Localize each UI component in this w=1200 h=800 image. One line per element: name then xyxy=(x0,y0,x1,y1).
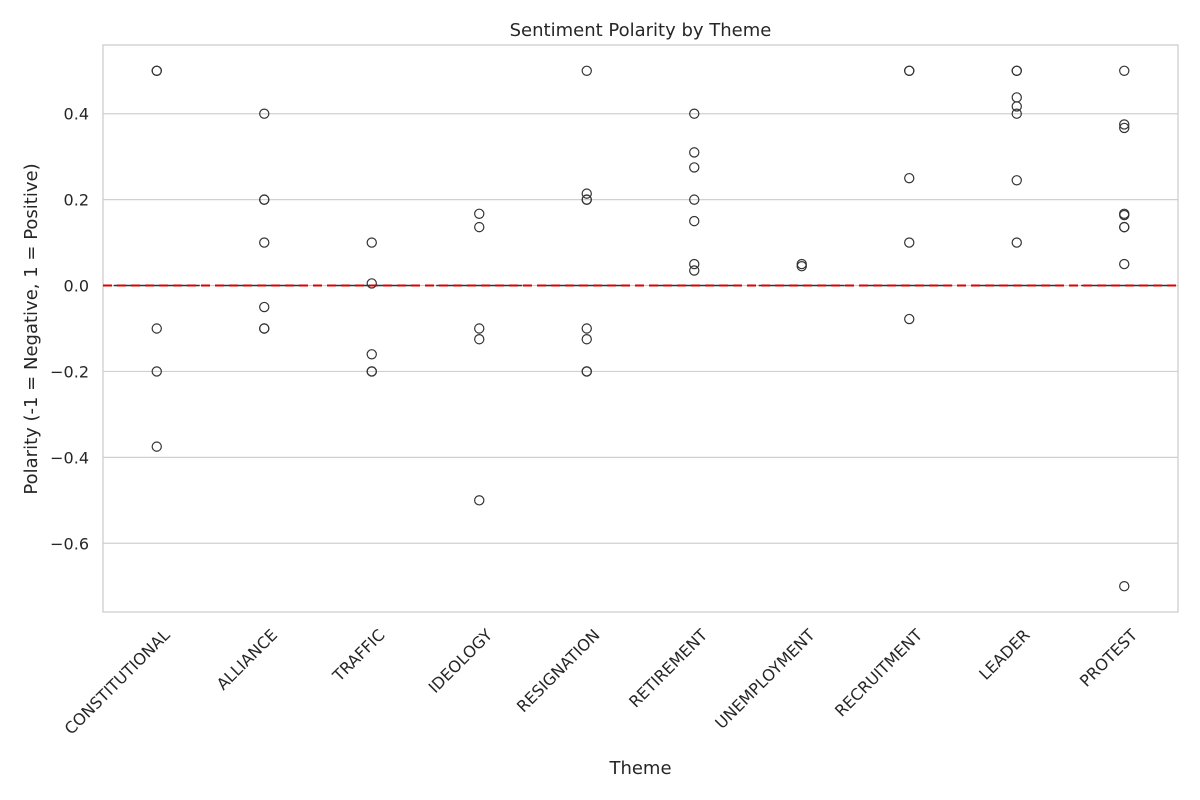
y-tick-label: 0.4 xyxy=(64,105,89,124)
x-tick-label: LEADER xyxy=(975,625,1033,683)
outlier-point xyxy=(474,495,485,506)
outlier-point xyxy=(581,194,592,205)
chart-title: Sentiment Polarity by Theme xyxy=(510,20,772,41)
x-tick-label: ALLIANCE xyxy=(213,625,281,693)
y-tick-label: 0.0 xyxy=(64,277,89,296)
gridlines xyxy=(103,113,1178,544)
y-axis-label: Polarity (-1 = Negative, 1 = Positive) xyxy=(21,163,42,494)
outlier-point xyxy=(1119,581,1130,592)
outlier-points xyxy=(151,65,1130,592)
outlier-point xyxy=(581,65,592,76)
x-tick-label: IDEOLOGY xyxy=(425,625,497,697)
outlier-point xyxy=(689,258,700,270)
outlier-point xyxy=(366,237,377,248)
outlier-point xyxy=(474,221,485,233)
outlier-point xyxy=(689,194,700,205)
outlier-point xyxy=(259,301,270,313)
outlier-point xyxy=(1011,237,1022,248)
outlier-point xyxy=(259,108,270,119)
y-tick-label: −0.4 xyxy=(50,448,89,467)
outlier-point xyxy=(581,188,592,199)
outlier-point xyxy=(1011,92,1022,103)
y-tick-labels: −0.6 −0.4 −0.2 0.0 0.2 0.4 xyxy=(50,105,89,554)
y-tick-label: −0.2 xyxy=(50,362,89,381)
outlier-point xyxy=(1119,122,1130,134)
outlier-point xyxy=(474,208,485,220)
outlier-point xyxy=(1011,108,1022,119)
outlier-point xyxy=(259,323,270,334)
outlier-point xyxy=(151,323,162,334)
outlier-point xyxy=(689,147,700,158)
outlier-point xyxy=(1011,65,1022,76)
y-tick-label: 0.2 xyxy=(64,191,89,210)
outlier-point xyxy=(366,366,377,377)
outlier-point xyxy=(689,265,700,276)
x-tick-labels: CONSTITUTIONAL ALLIANCE TRAFFIC IDEOLOGY RES… xyxy=(61,625,1142,738)
outlier-point xyxy=(904,172,915,184)
outlier-point xyxy=(259,194,270,205)
outlier-point xyxy=(689,108,700,119)
outlier-point xyxy=(689,215,700,227)
outlier-point xyxy=(1119,258,1130,270)
x-tick-label: CONSTITUTIONAL xyxy=(61,625,174,738)
outlier-point xyxy=(1119,221,1130,233)
outlier-point xyxy=(581,334,592,345)
outlier-point xyxy=(904,313,915,325)
plot-frame xyxy=(102,44,1179,613)
outlier-point xyxy=(366,278,377,289)
outlier-point xyxy=(1119,209,1130,221)
outlier-point xyxy=(689,162,700,173)
outlier-point xyxy=(796,261,807,272)
outlier-point xyxy=(151,366,162,377)
outlier-point xyxy=(474,323,485,334)
x-tick-label: RECRUITMENT xyxy=(831,625,926,720)
outlier-point xyxy=(904,237,915,248)
outlier-point xyxy=(259,237,270,248)
y-tick-label: −0.6 xyxy=(50,534,89,553)
x-axis-label: Theme xyxy=(608,758,671,779)
outlier-point xyxy=(151,441,162,452)
outlier-point xyxy=(581,366,592,377)
outlier-point xyxy=(581,323,592,334)
outlier-point xyxy=(474,334,485,345)
outlier-point xyxy=(1119,65,1130,76)
outlier-point xyxy=(796,258,807,270)
outlier-point xyxy=(904,65,915,76)
x-tick-label: RETIREMENT xyxy=(625,625,711,711)
x-tick-label: UNEMPLOYMENT xyxy=(711,625,818,732)
outlier-point xyxy=(1119,119,1130,130)
outlier-point xyxy=(1011,101,1022,112)
x-tick-label: TRAFFIC xyxy=(328,625,388,685)
outlier-point xyxy=(1011,175,1022,186)
outlier-point xyxy=(366,349,377,360)
x-tick-label: PROTEST xyxy=(1076,625,1141,690)
outlier-point xyxy=(151,65,162,76)
x-tick-label: RESIGNATION xyxy=(513,625,604,716)
